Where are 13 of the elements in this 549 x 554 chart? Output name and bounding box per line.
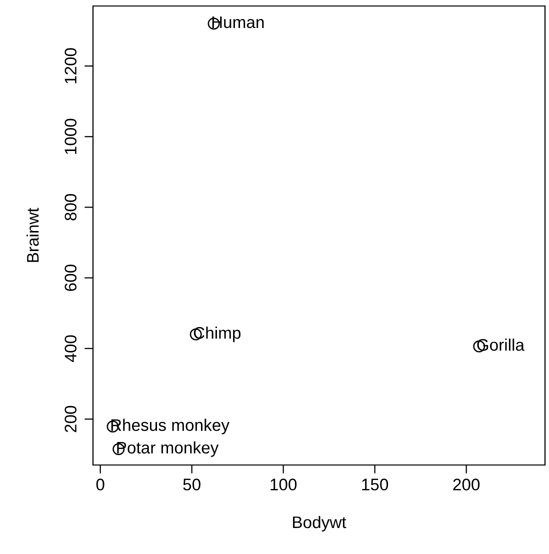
- x-tick-label: 100: [270, 478, 297, 490]
- y-tick-label: 200: [64, 406, 77, 432]
- x-tick-label: 50: [183, 478, 200, 490]
- y-tick-label: 600: [64, 264, 77, 291]
- y-axis-title: Brainwt: [26, 208, 39, 262]
- y-tick-label: 1200: [64, 48, 77, 84]
- y-tick-label: 400: [64, 335, 77, 362]
- x-tick-label: 0: [96, 478, 104, 490]
- x-axis-title: Bodywt: [293, 516, 346, 532]
- y-tick-label: 1000: [64, 118, 77, 154]
- y-tick-label: 800: [64, 194, 77, 220]
- x-tick-label: 150: [362, 478, 388, 490]
- x-tick-label: 200: [453, 478, 480, 490]
